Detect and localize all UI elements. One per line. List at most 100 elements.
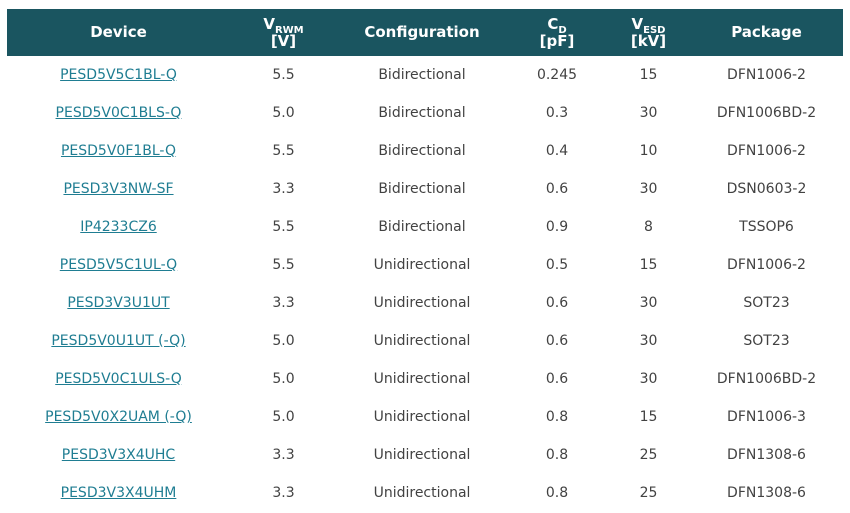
cell-vrwm: 5.0 — [230, 398, 337, 436]
table-row: PESD5V0C1BLS-Q 5.0 Bidirectional 0.3 30 DFN10… — [7, 94, 843, 132]
table-row: PESD5V0U1UT (-Q) 5.0 Unidirectional 0.6 30 SO… — [7, 322, 843, 360]
cell-vesd: 25 — [607, 436, 690, 474]
device-link[interactable]: PESD5V0X2UAM (-Q) — [45, 409, 192, 425]
device-link[interactable]: PESD5V0C1ULS-Q — [55, 371, 182, 387]
column-header-configuration: Configuration — [337, 9, 507, 56]
table-header-row: Device VRWM [V] Configuration CD [pF] VESD [kV]… — [7, 9, 843, 56]
device-link[interactable]: PESD3V3X4UHM — [60, 485, 177, 501]
device-link[interactable]: PESD5V5C1BL-Q — [60, 67, 177, 83]
device-link[interactable]: PESD5V0U1UT (-Q) — [51, 333, 186, 349]
cell-configuration: Unidirectional — [337, 246, 507, 284]
cell-vesd: 15 — [607, 246, 690, 284]
cell-vesd: 25 — [607, 474, 690, 512]
header-symbol: V — [263, 14, 275, 33]
cell-configuration: Unidirectional — [337, 398, 507, 436]
header-symbol-subscript: ESD — [643, 24, 666, 36]
table-row: PESD3V3U1UT 3.3 Unidirectional 0.6 30 SOT23 — [7, 284, 843, 322]
cell-configuration: Bidirectional — [337, 132, 507, 170]
cell-cd: 0.8 — [507, 474, 607, 512]
cell-device: PESD3V3X4UHC — [7, 436, 230, 474]
device-link[interactable]: PESD3V3NW-SF — [63, 181, 174, 197]
cell-device: PESD3V3NW-SF — [7, 170, 230, 208]
header-unit: [V] — [270, 31, 297, 50]
column-header-vesd: VESD [kV] — [607, 9, 690, 56]
cell-vrwm: 3.3 — [230, 474, 337, 512]
cell-package: DFN1006BD-2 — [690, 360, 843, 398]
cell-configuration: Unidirectional — [337, 322, 507, 360]
table-row: PESD3V3X4UHC 3.3 Unidirectional 0.8 25 DFN130… — [7, 436, 843, 474]
cell-cd: 0.8 — [507, 398, 607, 436]
cell-vesd: 30 — [607, 284, 690, 322]
cell-cd: 0.6 — [507, 360, 607, 398]
cell-cd: 0.6 — [507, 322, 607, 360]
cell-device: IP4233CZ6 — [7, 208, 230, 246]
header-symbol: C — [547, 14, 559, 33]
cell-vrwm: 5.5 — [230, 208, 337, 246]
device-link[interactable]: PESD5V0C1BLS-Q — [55, 105, 182, 121]
cell-package: SOT23 — [690, 322, 843, 360]
cell-device: PESD5V0C1BLS-Q — [7, 94, 230, 132]
device-link[interactable]: IP4233CZ6 — [80, 219, 157, 235]
cell-package: DFN1308-6 — [690, 474, 843, 512]
header-unit: [kV] — [630, 31, 667, 50]
table-header: Device VRWM [V] Configuration CD [pF] VESD [kV]… — [7, 9, 843, 56]
cell-vrwm: 3.3 — [230, 170, 337, 208]
cell-configuration: Bidirectional — [337, 56, 507, 94]
device-link[interactable]: PESD5V0F1BL-Q — [60, 143, 177, 159]
cell-configuration: Bidirectional — [337, 170, 507, 208]
header-symbol: V — [631, 14, 644, 33]
cell-configuration: Unidirectional — [337, 284, 507, 322]
cell-cd: 0.6 — [507, 170, 607, 208]
cell-vrwm: 5.5 — [230, 132, 337, 170]
column-header-device: Device — [7, 9, 230, 56]
cell-device: PESD5V0F1BL-Q — [7, 132, 230, 170]
cell-cd: 0.3 — [507, 94, 607, 132]
table-row: PESD3V3NW-SF 3.3 Bidirectional 0.6 30 DSN0603… — [7, 170, 843, 208]
column-header-vrwm: VRWM [V] — [230, 9, 337, 56]
cell-device: PESD5V0C1ULS-Q — [7, 360, 230, 398]
cell-device: PESD3V3U1UT — [7, 284, 230, 322]
cell-package: DSN0603-2 — [690, 170, 843, 208]
table-row: PESD5V0C1ULS-Q 5.0 Unidirectional 0.6 30 DFN1… — [7, 360, 843, 398]
header-symbol-subscript: RWM — [274, 24, 304, 36]
cell-vesd: 10 — [607, 132, 690, 170]
cell-configuration: Unidirectional — [337, 436, 507, 474]
device-comparison-table: Device VRWM [V] Configuration CD [pF] VESD [kV]… — [7, 9, 843, 512]
cell-package: DFN1006BD-2 — [690, 94, 843, 132]
cell-device: PESD5V0U1UT (-Q) — [7, 322, 230, 360]
cell-package: DFN1006-3 — [690, 398, 843, 436]
header-symbol-subscript: D — [558, 24, 567, 36]
cell-vrwm: 5.0 — [230, 94, 337, 132]
cell-cd: 0.4 — [507, 132, 607, 170]
cell-vesd: 30 — [607, 94, 690, 132]
device-link[interactable]: PESD3V3U1UT — [67, 295, 170, 311]
cell-configuration: Unidirectional — [337, 360, 507, 398]
device-link[interactable]: PESD3V3X4UHC — [61, 447, 176, 463]
table-row: PESD3V3X4UHM 3.3 Unidirectional 0.8 25 DFN130… — [7, 474, 843, 512]
cell-device: PESD5V5C1BL-Q — [7, 56, 230, 94]
cell-vrwm: 5.0 — [230, 322, 337, 360]
cell-vrwm: 5.0 — [230, 360, 337, 398]
cell-package: DFN1006-2 — [690, 56, 843, 94]
table-row: PESD5V0F1BL-Q 5.5 Bidirectional 0.4 10 DFN100… — [7, 132, 843, 170]
cell-vrwm: 5.5 — [230, 246, 337, 284]
column-header-cd: CD [pF] — [507, 9, 607, 56]
column-header-package: Package — [690, 9, 843, 56]
cell-package: DFN1006-2 — [690, 132, 843, 170]
cell-cd: 0.245 — [507, 56, 607, 94]
cell-vesd: 15 — [607, 398, 690, 436]
table-row: PESD5V5C1BL-Q 5.5 Bidirectional 0.245 15 DFN1… — [7, 56, 843, 94]
cell-cd: 0.9 — [507, 208, 607, 246]
cell-vrwm: 3.3 — [230, 284, 337, 322]
device-link[interactable]: PESD5V5C1UL-Q — [59, 257, 178, 273]
cell-vrwm: 5.5 — [230, 56, 337, 94]
table-row: PESD5V5C1UL-Q 5.5 Unidirectional 0.5 15 DFN10… — [7, 246, 843, 284]
cell-vesd: 30 — [607, 170, 690, 208]
cell-vesd: 8 — [607, 208, 690, 246]
cell-package: TSSOP6 — [690, 208, 843, 246]
header-unit: [pF] — [539, 31, 575, 50]
table-body: PESD5V5C1BL-Q 5.5 Bidirectional 0.245 15 DFN1… — [7, 56, 843, 512]
cell-vesd: 30 — [607, 322, 690, 360]
cell-vesd: 30 — [607, 360, 690, 398]
